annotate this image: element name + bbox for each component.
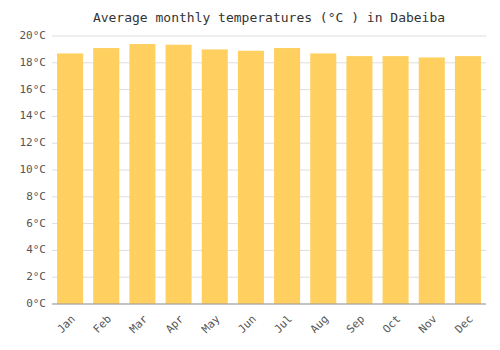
x-tick-label: May [199, 312, 223, 336]
x-tick-label: Jun [235, 313, 258, 336]
y-axis: 0°C 2°C 4°C 6°C 8°C 10°C 12°C 14°C 16°C 18°C 20°C [20, 29, 47, 310]
bar [383, 56, 409, 304]
grid-line [52, 304, 486, 305]
x-axis-line [52, 304, 486, 305]
y-tick-label: 4°C [26, 243, 46, 256]
y-tick-label: 18°C [20, 56, 47, 69]
x-tick-label: Jul [272, 313, 295, 336]
x-tick-label: Jan [55, 313, 78, 336]
x-tick-label: Mar [127, 312, 151, 336]
y-tick-label: 16°C [20, 83, 47, 96]
bar [310, 53, 336, 304]
x-tick-label: Oct [380, 313, 403, 336]
x-tick-label: Feb [91, 313, 114, 336]
grid [52, 36, 486, 304]
bar [346, 56, 372, 304]
bar [93, 48, 119, 304]
y-tick-label: 20°C [20, 29, 47, 42]
bar [57, 53, 83, 304]
chart-container: 0°C 2°C 4°C 6°C 8°C 10°C 12°C 14°C 16°C 18°C 20°C J… [0, 0, 500, 350]
chart: 0°C 2°C 4°C 6°C 8°C 10°C 12°C 14°C 16°C 18°C 20°C J… [0, 0, 500, 350]
x-axis: Jan Feb Mar Apr May Jun Jul Aug Sep Oct Nov Dec [55, 312, 476, 336]
bar [419, 57, 445, 304]
y-tick-label: 6°C [26, 217, 46, 230]
y-tick-label: 12°C [20, 136, 47, 149]
bars [57, 44, 481, 304]
bar [166, 45, 192, 304]
bar [455, 56, 481, 304]
x-tick-label: Sep [344, 313, 367, 336]
y-tick-label: 14°C [20, 109, 47, 122]
x-tick-label: Dec [452, 313, 475, 336]
x-tick-label: Nov [416, 312, 440, 336]
bar [202, 49, 228, 304]
y-tick-label: 0°C [26, 297, 46, 310]
y-tick-label: 8°C [26, 190, 46, 203]
title: Average monthly temperatures (°C ) in Da… [93, 10, 445, 25]
y-tick-label: 10°C [20, 163, 47, 176]
y-tick-label: 2°C [26, 270, 46, 283]
x-tick-label: Aug [308, 313, 331, 336]
bar [238, 51, 264, 304]
bar [274, 48, 300, 304]
grid-line [52, 36, 486, 37]
bar [129, 44, 155, 304]
x-tick-label: Apr [163, 312, 187, 336]
